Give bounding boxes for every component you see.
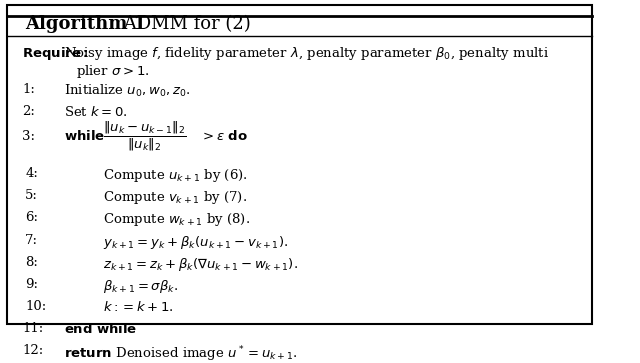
Text: 7:: 7: bbox=[25, 234, 38, 246]
Text: Compute $v_{k+1}$ by (7).: Compute $v_{k+1}$ by (7). bbox=[103, 189, 247, 206]
Text: Compute $u_{k+1}$ by (6).: Compute $u_{k+1}$ by (6). bbox=[103, 167, 248, 184]
Text: 10:: 10: bbox=[25, 300, 47, 313]
Text: 4:: 4: bbox=[25, 167, 38, 180]
Text: $\mathbf{Require:}$: $\mathbf{Require:}$ bbox=[22, 45, 89, 62]
Text: 3:: 3: bbox=[22, 130, 35, 143]
FancyBboxPatch shape bbox=[7, 5, 591, 324]
Text: Initialize $u_0, w_0, z_0$.: Initialize $u_0, w_0, z_0$. bbox=[64, 83, 191, 99]
Text: 5:: 5: bbox=[25, 189, 38, 202]
Text: 8:: 8: bbox=[25, 256, 38, 269]
Text: $\mathbf{end\ while}$: $\mathbf{end\ while}$ bbox=[64, 322, 138, 336]
Text: 12:: 12: bbox=[22, 344, 44, 358]
Text: $k := k + 1$.: $k := k + 1$. bbox=[103, 300, 173, 314]
Text: Set $k = 0$.: Set $k = 0$. bbox=[64, 105, 128, 119]
Text: 6:: 6: bbox=[25, 212, 38, 224]
Text: 11:: 11: bbox=[22, 322, 44, 335]
Text: Noisy image $f$, fidelity parameter $\lambda$, penalty parameter $\beta_0$, pena: Noisy image $f$, fidelity parameter $\la… bbox=[64, 45, 549, 62]
Text: $\beta_{k+1} = \sigma\beta_k$.: $\beta_{k+1} = \sigma\beta_k$. bbox=[103, 278, 178, 295]
Text: $z_{k+1} = z_k + \beta_k(\nabla u_{k+1} - w_{k+1})$.: $z_{k+1} = z_k + \beta_k(\nabla u_{k+1} … bbox=[103, 256, 298, 273]
Text: $\mathbf{while}$: $\mathbf{while}$ bbox=[64, 129, 105, 143]
Text: Algorithm 1: Algorithm 1 bbox=[25, 15, 147, 33]
Text: $\dfrac{\|u_k - u_{k-1}\|_2}{\|u_k\|_2}$: $\dfrac{\|u_k - u_{k-1}\|_2}{\|u_k\|_2}$ bbox=[103, 119, 186, 153]
Text: $\mathbf{return}$ Denoised image $u^* = u_{k+1}$.: $\mathbf{return}$ Denoised image $u^* = … bbox=[64, 344, 298, 363]
Text: Compute $w_{k+1}$ by (8).: Compute $w_{k+1}$ by (8). bbox=[103, 212, 250, 228]
Text: 2:: 2: bbox=[22, 105, 35, 118]
Text: 9:: 9: bbox=[25, 278, 38, 291]
Text: ADMM for (2): ADMM for (2) bbox=[118, 15, 250, 33]
Text: 1:: 1: bbox=[22, 83, 35, 96]
Text: $y_{k+1} = y_k + \beta_k(u_{k+1} - v_{k+1})$.: $y_{k+1} = y_k + \beta_k(u_{k+1} - v_{k+… bbox=[103, 234, 288, 250]
Text: plier $\sigma > 1$.: plier $\sigma > 1$. bbox=[76, 63, 149, 80]
Text: $> \epsilon$ $\mathbf{do}$: $> \epsilon$ $\mathbf{do}$ bbox=[200, 129, 248, 143]
